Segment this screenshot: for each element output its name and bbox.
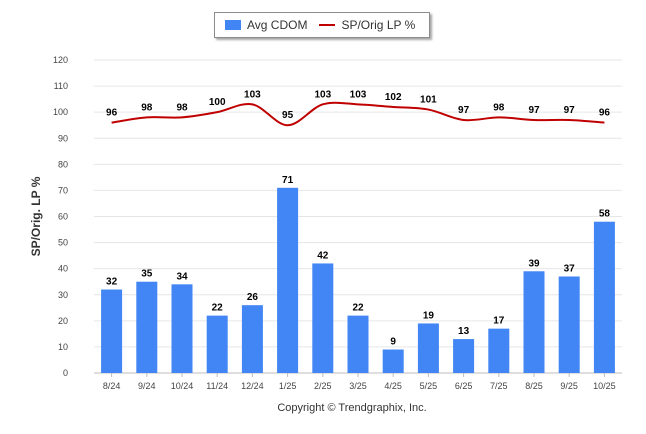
- y-tick-label: 110: [54, 81, 68, 91]
- bar-4-25: [382, 349, 404, 373]
- sp-orig-lp-line: [111, 101, 605, 127]
- line-data-label: 96: [599, 108, 611, 119]
- bar-3-25: [347, 315, 369, 373]
- line-data-label: 103: [314, 89, 331, 100]
- bar-9-24: [136, 281, 158, 373]
- y-axis-title: SP/Orig. LP %: [29, 176, 43, 256]
- line-data-label: 97: [564, 105, 576, 116]
- bar-data-label: 22: [212, 303, 224, 314]
- x-tick-label: 9/24: [138, 381, 156, 391]
- bar-1-25: [277, 187, 299, 373]
- bar-data-label: 34: [176, 271, 188, 282]
- y-tick-label: 20: [58, 316, 68, 326]
- line-data-label: 95: [282, 110, 294, 121]
- bar-6-25: [453, 339, 475, 373]
- legend-swatch-bar: [225, 20, 241, 30]
- line-data-label: 101: [420, 95, 437, 106]
- bar-data-label: 19: [423, 310, 435, 321]
- bar-5-25: [417, 323, 439, 373]
- bar-data-label: 22: [352, 303, 364, 314]
- line-data-label: 98: [493, 102, 505, 113]
- bar-data-label: 26: [247, 292, 259, 303]
- bar-data-label: 35: [141, 269, 153, 280]
- bar-data-label: 71: [282, 175, 294, 186]
- legend-swatch-line: [319, 24, 336, 26]
- y-tick-label: 80: [58, 159, 68, 169]
- x-tick-label: 4/25: [384, 381, 402, 391]
- line-data-label: 97: [458, 105, 470, 116]
- bar-data-label: 17: [493, 316, 505, 327]
- y-tick-label: 90: [58, 133, 68, 143]
- line-data-label: 102: [385, 92, 402, 103]
- copyright-text: Copyright © Trendgraphix, Inc.: [277, 402, 427, 414]
- bar-9-25: [558, 276, 580, 373]
- bar-data-label: 32: [106, 277, 118, 288]
- y-tick-label: 30: [58, 290, 68, 300]
- line-data-label: 97: [528, 105, 540, 116]
- line-data-label: 103: [350, 89, 367, 100]
- x-tick-label: 8/24: [103, 381, 121, 391]
- bar-data-label: 37: [564, 263, 576, 274]
- x-tick-label: 5/25: [420, 381, 438, 391]
- bar-8-24: [101, 289, 123, 373]
- bar-7-25: [488, 328, 510, 373]
- legend-item-sp-orig-lp[interactable]: SP/Orig LP %: [319, 18, 415, 32]
- y-tick-label: 0: [63, 368, 68, 378]
- line-data-label: 100: [209, 97, 226, 108]
- y-tick-label: 120: [53, 55, 68, 65]
- bar-10-25: [593, 221, 615, 373]
- line-data-label: 98: [141, 102, 153, 113]
- bar-12-24: [241, 305, 263, 373]
- x-tick-label: 10/25: [593, 381, 616, 391]
- line-data-label: 103: [244, 89, 261, 100]
- y-tick-label: 70: [58, 185, 68, 195]
- line-data-label: 96: [106, 108, 118, 119]
- x-tick-label: 10/24: [171, 381, 194, 391]
- legend: Avg CDOM SP/Orig LP %: [214, 12, 430, 38]
- legend-label-avg-cdom: Avg CDOM: [247, 18, 308, 32]
- bar-2-25: [312, 263, 334, 373]
- bar-8-25: [523, 271, 545, 373]
- bar-data-label: 13: [458, 326, 470, 337]
- bar-10-24: [171, 284, 193, 373]
- x-tick-label: 7/25: [490, 381, 508, 391]
- legend-item-avg-cdom[interactable]: Avg CDOM: [225, 18, 307, 32]
- line-data-label: 98: [176, 102, 188, 113]
- x-tick-label: 6/25: [455, 381, 473, 391]
- y-tick-label: 100: [53, 107, 68, 117]
- x-tick-label: 12/24: [241, 381, 264, 391]
- y-tick-label: 10: [58, 342, 68, 352]
- y-tick-label: 60: [58, 212, 68, 222]
- x-tick-label: 8/25: [525, 381, 543, 391]
- legend-label-sp-orig-lp: SP/Orig LP %: [341, 18, 416, 32]
- x-tick-label: 11/24: [206, 381, 228, 391]
- y-tick-label: 40: [58, 264, 68, 274]
- bar-data-label: 9: [390, 337, 396, 348]
- x-tick-label: 2/25: [314, 381, 332, 391]
- x-tick-label: 9/25: [560, 381, 578, 391]
- bar-data-label: 39: [528, 258, 540, 269]
- bar-data-label: 42: [317, 250, 329, 261]
- x-tick-label: 1/25: [279, 381, 297, 391]
- bar-11-24: [206, 315, 228, 373]
- x-tick-label: 3/25: [349, 381, 367, 391]
- bar-data-label: 58: [599, 209, 611, 220]
- y-tick-label: 50: [58, 238, 68, 248]
